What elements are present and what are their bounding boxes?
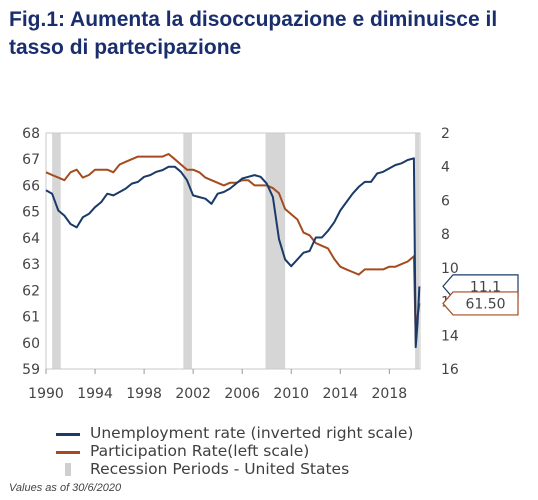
left-tick-label-68: 68 (22, 126, 40, 142)
left-tick-label-65: 65 (22, 205, 40, 221)
footnote: Values as of 30/6/2020 (9, 482, 122, 494)
unemployment-line (45, 157, 421, 349)
x-tick-label-2010: 2010 (273, 386, 309, 402)
left-tick-label-66: 66 (22, 178, 40, 194)
legend-swatch-recession (65, 463, 71, 476)
left-tick-label-62: 62 (22, 283, 40, 299)
left-tick-label-61: 61 (22, 310, 40, 326)
legend-swatch-unemployment (56, 433, 80, 436)
plot-frame (45, 132, 421, 370)
x-tick-label-2002: 2002 (175, 386, 211, 402)
legend-label-participation: Participation Rate(left scale) (90, 442, 310, 460)
x-tick-label-1994: 1994 (77, 386, 113, 402)
recession-band-1 (183, 133, 192, 369)
legend-label-recession: Recession Periods - United States (90, 460, 350, 478)
x-tick-label-1990: 1990 (28, 386, 64, 402)
recession-band-0 (52, 133, 61, 369)
end-label-text-1: 61.50 (465, 296, 505, 312)
recession-band-3 (415, 133, 420, 369)
chart-svg: 5960616263646566676824681012141619901994… (22, 126, 519, 402)
left-tick-label-60: 60 (22, 336, 40, 352)
end-label-box-1 (442, 291, 519, 316)
right-tick-label-8: 8 (441, 227, 450, 243)
legend-label-unemployment: Unemployment rate (inverted right scale) (90, 424, 414, 442)
left-tick-label-67: 67 (22, 152, 40, 168)
participation-line (45, 153, 421, 339)
right-tick-label-14: 14 (441, 328, 459, 344)
left-tick-label-64: 64 (22, 231, 40, 247)
right-tick-label-10: 10 (441, 261, 459, 277)
right-tick-label-4: 4 (441, 160, 450, 176)
right-tick-label-16: 16 (441, 362, 459, 378)
x-tick-label-2006: 2006 (224, 386, 260, 402)
x-tick-label-2014: 2014 (322, 386, 358, 402)
left-tick-label-63: 63 (22, 257, 40, 273)
x-tick-label-2018: 2018 (372, 386, 408, 402)
left-tick-label-59: 59 (22, 362, 40, 378)
right-tick-label-6: 6 (441, 193, 450, 209)
legend-swatch-participation (56, 451, 80, 454)
right-tick-label-2: 2 (441, 126, 450, 142)
x-tick-label-1998: 1998 (126, 386, 162, 402)
chart-title: Fig.1: Aumenta la disoccupazione e dimin… (9, 8, 498, 59)
